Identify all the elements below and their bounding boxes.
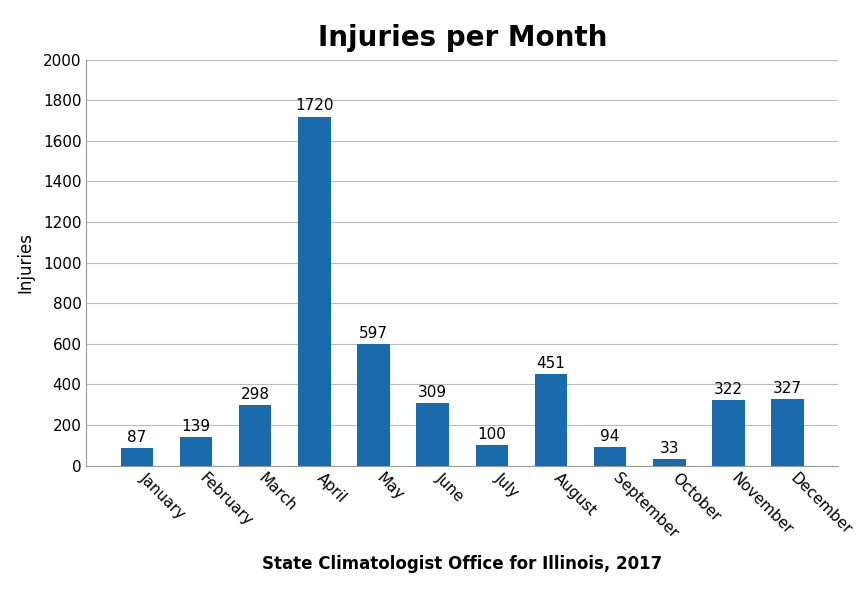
Text: 1720: 1720 (295, 99, 334, 113)
Bar (712, 401, 745, 466)
Bar (772, 399, 804, 466)
Bar (653, 459, 686, 466)
Text: 451: 451 (537, 356, 565, 371)
Bar (298, 116, 331, 466)
Bar (180, 438, 213, 466)
Text: 298: 298 (241, 387, 270, 402)
Text: 322: 322 (714, 382, 743, 397)
Text: 309: 309 (418, 385, 448, 400)
Bar (121, 448, 153, 466)
Bar (594, 447, 626, 466)
Text: 327: 327 (773, 381, 802, 396)
Text: 33: 33 (659, 441, 679, 456)
Y-axis label: Injuries: Injuries (16, 232, 35, 293)
Title: Injuries per Month: Injuries per Month (318, 24, 607, 52)
Bar (357, 344, 390, 466)
Text: 597: 597 (359, 327, 388, 341)
Text: 100: 100 (478, 427, 506, 442)
Bar (475, 445, 508, 466)
Bar (416, 403, 449, 466)
Text: 94: 94 (600, 429, 619, 444)
X-axis label: State Climatologist Office for Illinois, 2017: State Climatologist Office for Illinois,… (262, 555, 663, 573)
Bar (535, 374, 568, 466)
Text: 87: 87 (127, 430, 147, 445)
Bar (238, 405, 271, 466)
Text: 139: 139 (181, 420, 211, 435)
